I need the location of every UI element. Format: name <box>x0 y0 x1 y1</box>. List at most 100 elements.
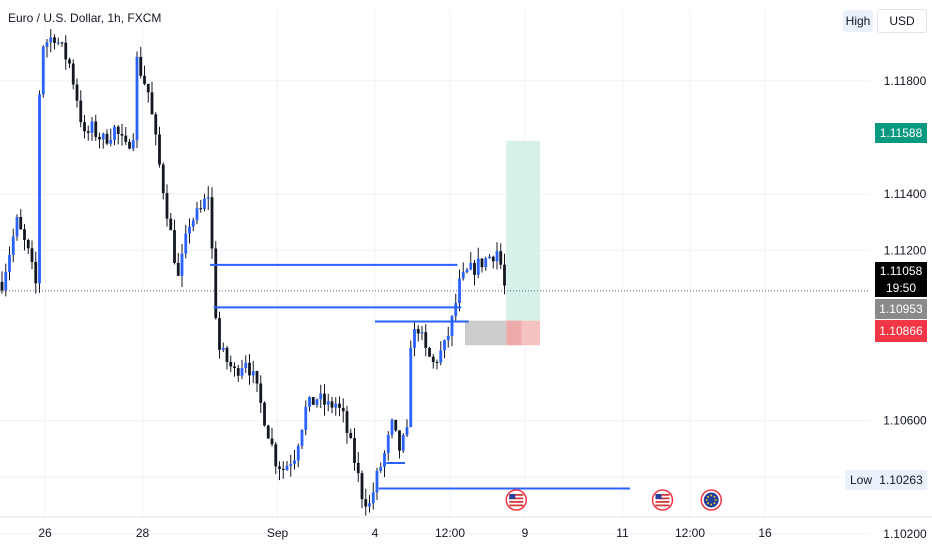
us-flag-icon[interactable] <box>505 489 527 511</box>
candle-body <box>443 340 446 351</box>
candle-body <box>405 427 409 436</box>
candle-body <box>124 135 128 142</box>
candle-body <box>315 399 319 405</box>
flag-stripe <box>655 494 670 496</box>
candle-body <box>278 466 281 469</box>
time-tick-label: 12:00 <box>675 526 705 540</box>
candle-body <box>49 37 53 43</box>
candle-body <box>409 347 413 428</box>
candle-body <box>356 462 360 474</box>
candle-body <box>71 63 75 85</box>
candle-body <box>210 197 214 249</box>
eu-flag-star <box>710 494 713 497</box>
candle-body <box>240 368 244 376</box>
time-tick-label: 16 <box>758 526 772 540</box>
eu-flag-star <box>713 495 716 498</box>
candle-body <box>484 258 488 268</box>
candle-body <box>259 383 263 403</box>
candle-body <box>360 473 364 500</box>
price-tick-label: 1.11800 <box>884 74 927 88</box>
candle-body <box>176 262 180 276</box>
economic-events[interactable] <box>505 489 722 511</box>
candle-body <box>15 216 19 237</box>
candle-body <box>248 362 251 376</box>
horizontal-levels[interactable] <box>210 263 630 490</box>
candle-body <box>450 316 454 336</box>
candle-body <box>165 193 169 219</box>
candle-body <box>386 434 390 454</box>
candle-body <box>311 397 315 405</box>
axis-low-value: 1.10263 <box>875 470 927 490</box>
candle-body <box>109 139 113 144</box>
entry-price-tag: 1.10953 <box>875 299 927 319</box>
candle-body <box>135 56 139 141</box>
candle-body <box>394 419 398 431</box>
candle-body <box>191 220 195 227</box>
candle-body <box>255 371 259 384</box>
current-price-tag: 1.11058 <box>875 262 927 280</box>
candle-body <box>334 403 338 408</box>
candle-body <box>371 492 375 504</box>
candle-body <box>195 208 199 221</box>
candle-body <box>101 133 105 140</box>
position-zones <box>0 140 870 346</box>
flag-stripe <box>509 494 524 496</box>
candle-body <box>90 121 94 133</box>
candle-body <box>68 59 71 64</box>
candle-body <box>214 248 218 319</box>
flag-stripe <box>509 497 524 500</box>
price-tick-label: 1.11200 <box>884 244 927 258</box>
candle-body <box>11 236 15 255</box>
candle-body <box>120 133 124 136</box>
candle-body <box>86 131 90 133</box>
candle-body <box>143 75 146 84</box>
candle-body <box>446 335 450 341</box>
time-tick-label: 11 <box>616 526 629 540</box>
eu-flag-icon[interactable] <box>700 489 722 511</box>
time-tick-label: Sep <box>267 526 289 540</box>
candle-body <box>435 362 439 364</box>
us-flag-icon[interactable] <box>651 489 674 511</box>
candle-body <box>150 92 154 115</box>
candle-body <box>296 445 300 461</box>
flag-stripe <box>509 501 524 503</box>
candle-body <box>83 122 86 132</box>
eu-flag-star <box>714 499 717 501</box>
flag-stripe <box>509 504 524 507</box>
candle-body <box>199 208 203 210</box>
candle-body <box>499 251 503 265</box>
candle-body <box>349 432 353 438</box>
candle-body <box>401 435 405 451</box>
target-zone <box>506 140 540 321</box>
candle-body <box>289 463 293 466</box>
eu-flag-star <box>713 502 716 505</box>
candle-body <box>439 350 443 363</box>
candle-body <box>428 347 431 357</box>
candle-body <box>503 264 506 286</box>
candle-body <box>338 403 341 408</box>
candle-body <box>285 465 289 471</box>
candle-body <box>34 261 38 284</box>
candle-body <box>128 141 131 149</box>
candle-body <box>326 401 330 405</box>
flag-stripe <box>655 497 670 500</box>
candle-body <box>476 258 480 275</box>
candle-body <box>56 42 60 44</box>
candle-body <box>229 362 233 367</box>
flag-stripe <box>655 501 670 503</box>
time-axis[interactable]: 26 28 Sep 4 12:00 9 11 12:00 16 <box>38 526 772 540</box>
high-toggle-button[interactable]: High <box>843 10 873 32</box>
candle-body <box>413 328 416 348</box>
candle-body <box>23 229 26 241</box>
candle-body <box>454 303 458 317</box>
flag-canton <box>509 494 516 499</box>
candle-body <box>353 437 356 463</box>
price-tick-label: 1.10600 <box>883 414 927 428</box>
candle-body <box>383 453 386 468</box>
candle-body <box>221 347 225 350</box>
eu-flag-star <box>705 499 708 501</box>
candle-body <box>139 56 143 76</box>
currency-button[interactable]: USD <box>877 9 927 33</box>
stop-price-tag: 1.10866 <box>875 320 927 342</box>
